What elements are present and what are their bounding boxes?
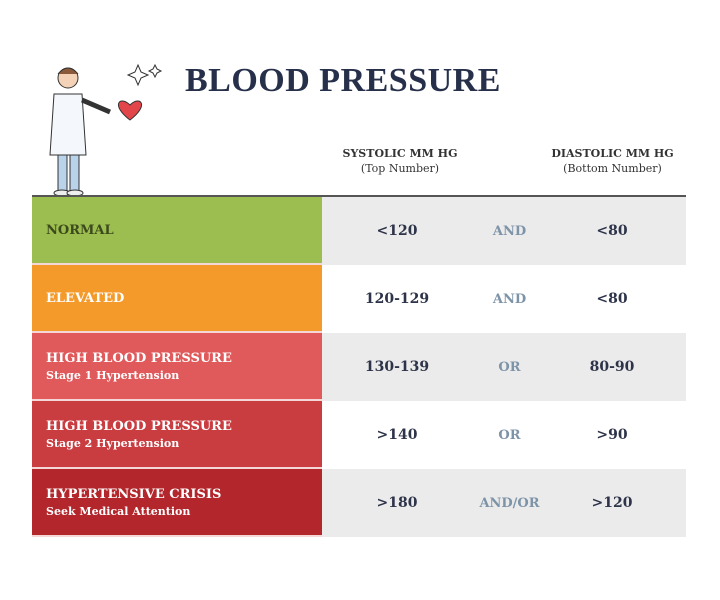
category-label: HIGH BLOOD PRESSURE xyxy=(46,418,232,434)
category-cell: HYPERTENSIVE CRISIS Seek Medical Attentio… xyxy=(32,469,322,537)
systolic-value: >180 xyxy=(376,495,418,511)
table-row: ELEVATED 120-129 AND <80 xyxy=(32,265,686,333)
connector-label: OR xyxy=(498,427,521,443)
doctor-illustration xyxy=(49,63,163,197)
table-row: NORMAL <120 AND <80 xyxy=(32,197,686,265)
systolic-value: <120 xyxy=(376,223,418,239)
category-sublabel: Stage 2 Hypertension xyxy=(46,436,180,450)
table-row: HIGH BLOOD PRESSURE Stage 1 Hypertension … xyxy=(32,333,686,401)
category-sublabel: Seek Medical Attention xyxy=(46,504,191,518)
table-row: HYPERTENSIVE CRISIS Seek Medical Attentio… xyxy=(32,469,686,537)
category-cell: HIGH BLOOD PRESSURE Stage 2 Hypertension xyxy=(32,401,322,469)
connector-label: AND xyxy=(492,291,527,307)
category-label: HIGH BLOOD PRESSURE xyxy=(46,350,232,366)
category-cell: HIGH BLOOD PRESSURE Stage 1 Hypertension xyxy=(32,333,322,401)
bp-table: NORMAL <120 AND <80 ELEVATED 120-129 AND … xyxy=(32,195,686,537)
category-label: HYPERTENSIVE CRISIS xyxy=(46,486,222,502)
category-label: NORMAL xyxy=(46,222,114,238)
diastolic-value: 80-90 xyxy=(589,359,635,375)
sparkle-icon xyxy=(147,63,163,79)
diastolic-value: >120 xyxy=(591,495,633,511)
heart-icon xyxy=(118,100,142,121)
page-title: BLOOD PRESSURE xyxy=(185,62,501,99)
category-cell: ELEVATED xyxy=(32,265,322,333)
systolic-value: >140 xyxy=(376,427,418,443)
connector-label: AND xyxy=(492,223,527,239)
systolic-value: 120-129 xyxy=(364,291,430,307)
diastolic-value: <80 xyxy=(596,223,628,239)
systolic-value: 130-139 xyxy=(364,359,430,375)
connector-label: OR xyxy=(498,359,521,375)
connector-label: AND/OR xyxy=(479,495,540,511)
diastolic-header: DIASTOLIC MM HG (Bottom Number) xyxy=(551,147,674,175)
category-label: ELEVATED xyxy=(46,290,125,306)
systolic-header: SYSTOLIC MM HG (Top Number) xyxy=(342,147,458,175)
category-cell: NORMAL xyxy=(32,197,322,265)
diastolic-value: >90 xyxy=(596,427,628,443)
table-row: HIGH BLOOD PRESSURE Stage 2 Hypertension … xyxy=(32,401,686,469)
category-sublabel: Stage 1 Hypertension xyxy=(46,368,180,382)
sparkle-icon xyxy=(126,63,150,87)
diastolic-value: <80 xyxy=(596,291,628,307)
